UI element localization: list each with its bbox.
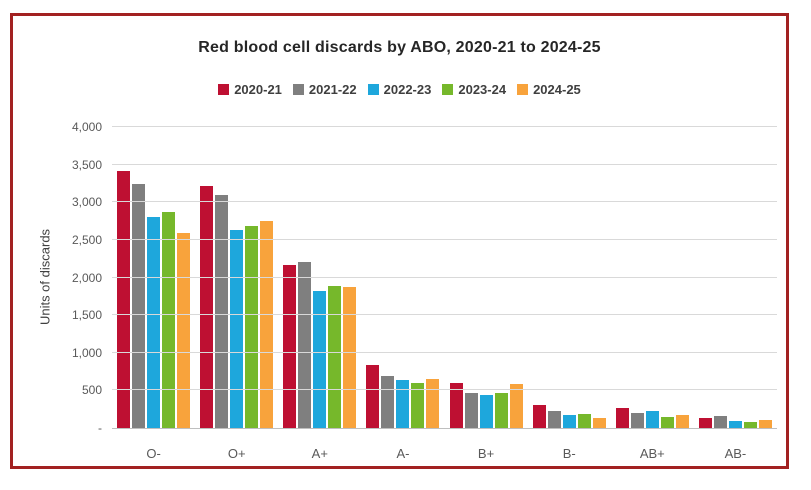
- bar: [177, 233, 191, 428]
- bar: [449, 382, 463, 428]
- bar: [464, 392, 478, 428]
- bar: [743, 421, 757, 428]
- x-axis-category-label: O+: [227, 446, 246, 461]
- bar: [230, 230, 244, 428]
- y-tick-label: -: [98, 421, 102, 435]
- bar: [547, 410, 561, 428]
- legend-swatch-icon: [367, 84, 379, 95]
- legend-swatch-icon: [517, 84, 529, 95]
- y-tick-label: 2,000: [71, 270, 102, 285]
- legend-label: 2022-23: [383, 82, 432, 97]
- gridline: [112, 389, 777, 391]
- bar: [245, 225, 259, 428]
- legend-label: 2024-25: [533, 82, 581, 97]
- bar: [313, 291, 327, 428]
- gridline: [112, 351, 777, 353]
- bar: [758, 420, 772, 428]
- legend-label: 2020-21: [234, 82, 282, 97]
- legend-item: 2023-24: [442, 82, 506, 97]
- bar-group: [278, 127, 361, 428]
- y-axis-ticks: - 500 1,000 1,500 2,000 2,500 3,000 3,500 4,000: [43, 120, 102, 435]
- x-axis-category-label: O-: [146, 446, 161, 461]
- chart-frame: Red blood cell discards by ABO, 2020-21 …: [10, 13, 789, 469]
- bar: [698, 418, 712, 428]
- y-tick-label: 2,500: [71, 232, 102, 247]
- bar: [381, 376, 395, 428]
- gridline: [112, 126, 777, 127]
- bar: [328, 285, 342, 428]
- y-tick-label: 4,000: [71, 120, 102, 134]
- bar: [283, 265, 297, 428]
- legend-swatch-icon: [218, 84, 230, 95]
- legend-label: 2023-24: [458, 82, 507, 97]
- bar: [147, 217, 161, 428]
- bar: [479, 394, 493, 428]
- gridline: [112, 276, 777, 278]
- x-axis-category-label: AB-: [724, 446, 747, 461]
- plot-area: [112, 126, 777, 429]
- bar: [645, 410, 659, 428]
- bar: [675, 415, 689, 428]
- bar-group: [694, 127, 777, 428]
- bar-group: [528, 127, 611, 428]
- bar-group: [112, 127, 195, 428]
- bar: [728, 421, 742, 428]
- bar: [117, 170, 131, 428]
- gridline: [112, 201, 777, 203]
- legend-item: 2021-22: [292, 82, 357, 97]
- gridline: [112, 314, 777, 316]
- bar: [162, 212, 176, 428]
- bar: [713, 415, 727, 428]
- legend-item: 2024-25: [517, 82, 581, 97]
- bar: [660, 417, 674, 428]
- x-axis-category-label: B-: [562, 446, 576, 461]
- bar: [562, 415, 576, 428]
- gridline: [112, 163, 777, 165]
- bar: [577, 413, 591, 428]
- bar-groups: [112, 127, 777, 428]
- x-axis-category-label: AB+: [639, 446, 665, 461]
- bar: [592, 418, 606, 428]
- bar: [396, 379, 410, 428]
- legend-item: 2020-21: [218, 82, 282, 97]
- bar: [132, 184, 146, 428]
- bar-group: [195, 127, 278, 428]
- chart-title: Red blood cell discards by ABO, 2020-21 …: [198, 39, 601, 56]
- bar-group: [611, 127, 694, 428]
- y-tick-label: 1,000: [71, 345, 102, 360]
- y-tick-label: 1,500: [71, 308, 102, 323]
- bar: [298, 261, 312, 428]
- x-axis-category-label: A-: [396, 446, 410, 461]
- legend-item: 2022-23: [367, 82, 432, 97]
- bar: [532, 405, 546, 428]
- bar: [215, 195, 229, 428]
- x-axis-category-label: B+: [477, 446, 495, 461]
- y-tick-label: 500: [81, 383, 102, 398]
- bar: [630, 412, 644, 428]
- x-axis-category-label: A+: [311, 446, 328, 461]
- bar: [411, 382, 425, 428]
- bar-group: [361, 127, 444, 428]
- bar: [426, 379, 440, 428]
- bar: [366, 364, 380, 428]
- bar-group: [445, 127, 528, 428]
- legend-swatch-icon: [442, 84, 454, 95]
- legend-label: 2021-22: [308, 82, 357, 97]
- x-axis-labels: O- O+ A+ A- B+ B- AB+ AB-: [112, 446, 777, 461]
- bar: [343, 286, 357, 428]
- gridline: [112, 238, 777, 240]
- bar: [509, 384, 523, 428]
- bar: [615, 408, 629, 428]
- legend: 2020-21 2021-22 2022-23 2023-24 2024-25: [13, 82, 786, 97]
- y-tick-label: 3,500: [71, 157, 102, 172]
- bar: [260, 221, 274, 428]
- bar: [200, 186, 214, 428]
- bar: [494, 392, 508, 428]
- y-tick-label: 3,000: [71, 195, 102, 210]
- legend-swatch-icon: [292, 84, 304, 95]
